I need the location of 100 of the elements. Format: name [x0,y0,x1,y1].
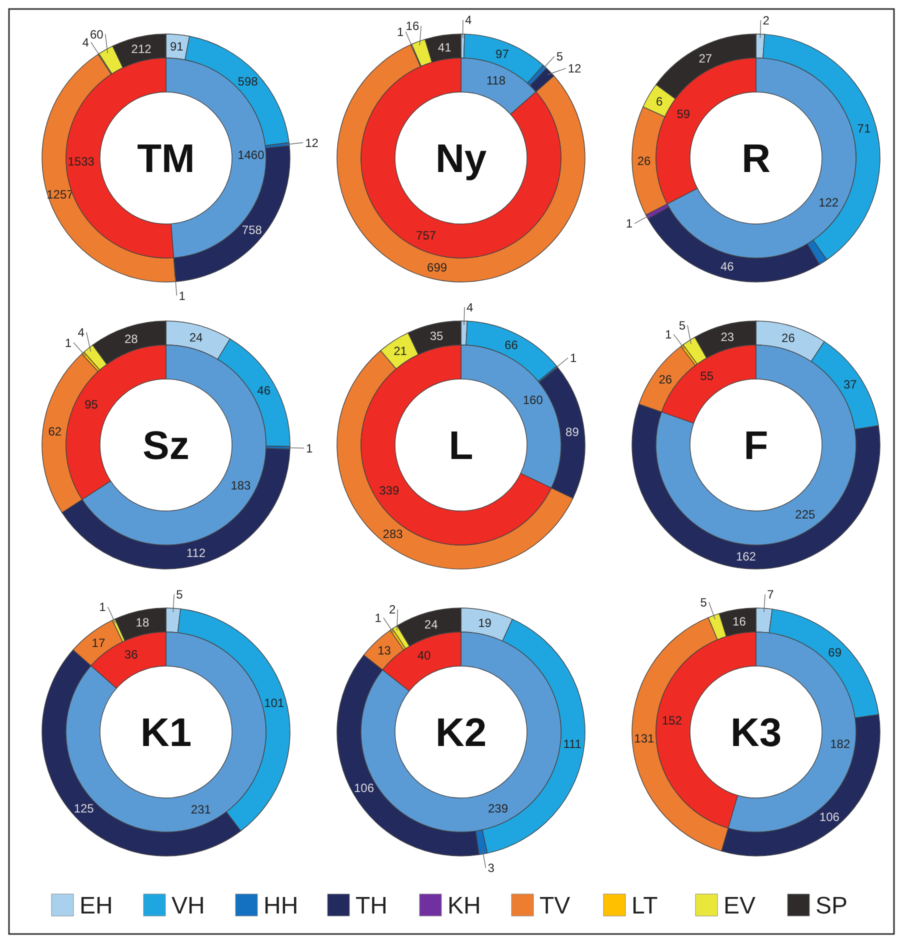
data-label: 106 [819,810,840,824]
data-label: 62 [48,424,62,438]
data-label: 37 [843,378,858,392]
data-label: 1257 [46,187,74,202]
data-label: 4 [466,300,474,314]
data-label: 152 [662,713,682,728]
data-label: 212 [131,42,152,56]
data-label: 3 [488,860,495,875]
data-label: 1 [396,24,404,39]
data-label: 101 [264,696,284,710]
data-label: 131 [634,732,655,746]
data-label: 36 [124,648,138,662]
data-label: 26 [782,330,796,345]
data-label: 111 [563,737,582,752]
data-label: 12 [305,136,319,150]
text: R [742,137,771,181]
data-label: 1 [306,441,313,456]
data-label: 35 [430,328,444,343]
data-label: 225 [795,508,816,522]
text: K3 [730,711,782,755]
data-label: 239 [488,802,508,816]
data-label: 5 [678,318,686,332]
data-label: 95 [84,398,98,412]
data-label: 24 [189,330,203,344]
data-label: 1 [99,600,106,614]
data-label: 182 [830,737,850,752]
data-label: 231 [190,802,212,817]
data-label: 13 [378,644,392,658]
data-label: 122 [818,195,839,210]
data-label: 89 [566,425,580,440]
legend-label: SP [816,892,848,920]
data-label: 118 [486,74,506,88]
text: Sz [142,424,190,468]
data-label: 1 [374,611,382,626]
data-label: 46 [257,384,271,398]
legend-label: KH [448,892,481,920]
text: F [744,424,768,468]
data-label: 66 [504,338,518,352]
data-label: 339 [379,484,400,498]
data-label: 18 [136,616,150,630]
legend-label: HH [264,892,298,920]
data-label: 4 [82,35,90,50]
data-label: 60 [90,27,104,42]
data-label: 162 [736,550,756,564]
data-label: 16 [406,19,420,34]
data-label: 23 [720,330,734,344]
data-label: 27 [698,51,712,66]
data-label: 4 [464,13,472,28]
data-label: 5 [176,587,184,602]
data-label: 71 [857,121,871,136]
data-label: 19 [478,616,492,630]
data-label: 4 [78,325,85,340]
data-label: 598 [238,74,258,89]
data-label: 758 [242,223,262,238]
data-label: 2 [388,602,396,617]
text: K1 [140,711,192,755]
data-label: 12 [568,62,582,76]
legend-label: VH [172,892,205,920]
data-label: 1 [626,216,633,231]
data-label: 2 [762,13,770,28]
data-label: 5 [700,595,708,610]
data-label: 183 [230,478,252,493]
legend-label: EV [724,892,756,920]
data-label: 1 [64,336,72,350]
data-label: 699 [427,260,448,275]
data-label: 1460 [238,148,265,162]
data-label: 5 [556,50,564,64]
data-label: 21 [394,344,408,358]
data-label: 55 [700,368,714,383]
text: K2 [435,711,487,755]
data-label: 26 [658,372,672,386]
data-label: 757 [416,228,436,243]
data-label: 283 [382,527,404,542]
text: Ny [435,137,488,181]
data-label: 91 [170,40,184,54]
text: L [448,424,474,468]
data-label: 7 [767,588,774,602]
data-label: 1 [178,288,186,303]
data-label: 97 [496,47,510,62]
data-label: 160 [522,392,544,407]
text: TM [137,137,195,181]
data-label: 24 [424,617,438,632]
data-label: 112 [186,546,206,560]
data-label: 46 [720,259,734,274]
data-label: 59 [676,107,690,122]
data-label: 1533 [68,154,95,168]
legend-label: TH [356,892,388,920]
data-label: 41 [438,40,452,54]
data-label: 125 [74,801,94,816]
data-label: 28 [124,332,138,346]
data-label: 69 [828,646,842,660]
data-label: 1 [664,327,672,342]
legend-label: EH [80,892,113,920]
data-label: 6 [656,94,663,109]
data-label: 40 [417,648,431,663]
legend-label: LT [632,892,658,920]
data-label: 1 [570,351,578,366]
data-label: 106 [354,781,374,796]
data-label: 16 [732,614,746,628]
legend-label: TV [540,892,570,920]
